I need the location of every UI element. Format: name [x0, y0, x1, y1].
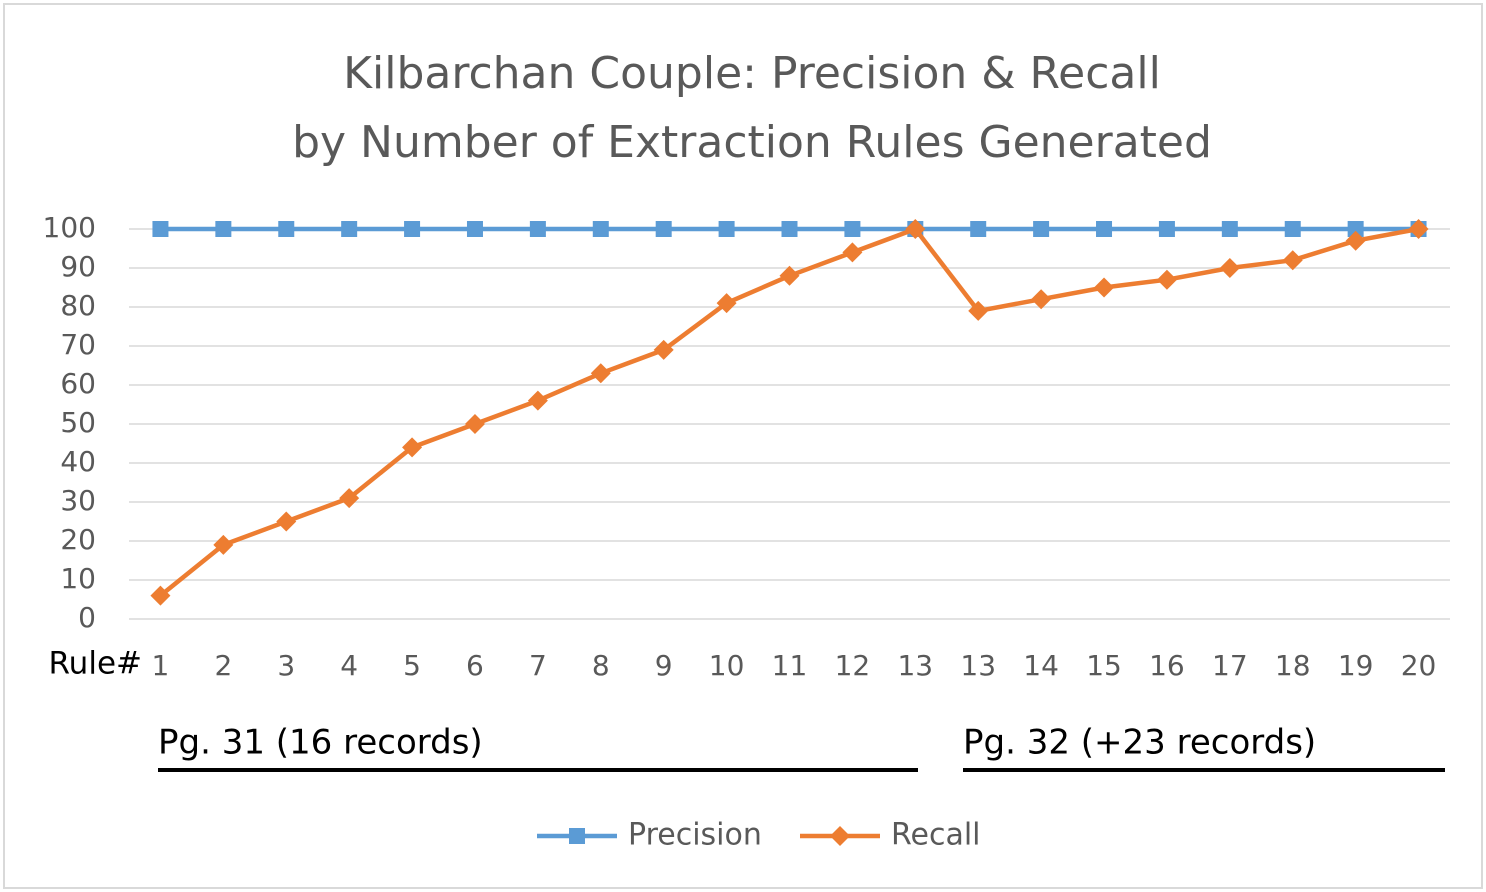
y-tick-label: 40: [60, 445, 96, 478]
x-tick-label: 2: [214, 649, 232, 682]
x-tick-label: 13: [960, 649, 996, 682]
marker: [590, 363, 611, 384]
chart-title: Kilbarchan Couple: Precision & Recall: [343, 48, 1161, 99]
x-tick-label: 10: [709, 649, 745, 682]
x-tick-label: 4: [340, 649, 358, 682]
marker: [1345, 230, 1366, 251]
marker: [278, 221, 295, 237]
marker: [655, 221, 672, 237]
y-tick-label: 80: [60, 289, 96, 322]
marker: [968, 300, 989, 321]
marker: [1031, 289, 1052, 310]
marker: [529, 221, 546, 237]
marker: [1284, 221, 1301, 237]
marker: [842, 242, 863, 263]
legend-label: Precision: [628, 818, 762, 853]
marker: [464, 414, 485, 434]
marker: [150, 585, 171, 606]
marker: [592, 221, 609, 237]
y-tick-label: 0: [78, 601, 96, 634]
marker: [1347, 221, 1364, 237]
x-tick-label: 13: [897, 649, 933, 682]
marker: [1094, 277, 1115, 298]
marker: [213, 534, 234, 555]
marker: [905, 219, 926, 239]
marker: [339, 488, 360, 509]
marker: [1221, 221, 1238, 237]
x-tick-label: 7: [529, 649, 547, 682]
x-axis-label: Rule#: [49, 646, 142, 682]
chart-title: by Number of Extraction Rules Generated: [292, 117, 1212, 168]
y-tick-label: 100: [43, 211, 96, 244]
y-tick-label: 70: [60, 328, 96, 361]
annotation: Pg. 31 (16 records): [158, 723, 483, 763]
marker: [341, 221, 358, 237]
marker: [527, 390, 548, 411]
x-tick-label: 17: [1212, 649, 1248, 682]
marker: [1156, 269, 1177, 290]
marker: [152, 221, 169, 237]
y-tick-label: 10: [60, 562, 96, 595]
x-tick-label: 14: [1023, 649, 1059, 682]
x-tick-label: 9: [655, 649, 673, 682]
x-tick-label: 20: [1401, 649, 1437, 682]
y-tick-label: 30: [60, 484, 96, 517]
y-tick-label: 60: [60, 367, 96, 400]
x-tick-label: 3: [277, 649, 295, 682]
annotation: Pg. 32 (+23 records): [963, 723, 1316, 763]
chart-border: [3, 3, 1483, 889]
x-tick-label: 19: [1338, 649, 1374, 682]
x-tick-label: 15: [1086, 649, 1122, 682]
marker: [1033, 221, 1050, 237]
x-tick-label: 11: [772, 649, 808, 682]
marker: [1158, 221, 1175, 237]
marker: [1219, 258, 1240, 278]
x-tick-label: 16: [1149, 649, 1185, 682]
x-tick-label: 5: [403, 649, 421, 682]
marker: [1408, 219, 1429, 239]
marker: [970, 221, 987, 237]
x-tick-label: 8: [592, 649, 610, 682]
marker: [716, 293, 737, 314]
marker: [718, 221, 735, 237]
legend-marker: [830, 826, 850, 846]
x-tick-label: 18: [1275, 649, 1311, 682]
marker: [402, 437, 423, 458]
y-tick-label: 50: [60, 406, 96, 439]
marker: [653, 339, 674, 360]
marker: [844, 221, 861, 237]
legend-marker: [569, 828, 585, 844]
marker: [781, 221, 798, 237]
x-tick-label: 12: [835, 649, 871, 682]
marker: [1096, 221, 1113, 237]
marker: [779, 265, 800, 286]
y-tick-label: 90: [60, 250, 96, 283]
marker: [404, 221, 421, 237]
x-tick-label: 6: [466, 649, 484, 682]
x-tick-label: 1: [152, 649, 170, 682]
y-tick-label: 20: [60, 523, 96, 556]
marker: [276, 511, 297, 532]
marker: [466, 221, 483, 237]
marker: [215, 221, 232, 237]
legend-label: Recall: [891, 818, 981, 853]
marker: [1282, 250, 1303, 271]
